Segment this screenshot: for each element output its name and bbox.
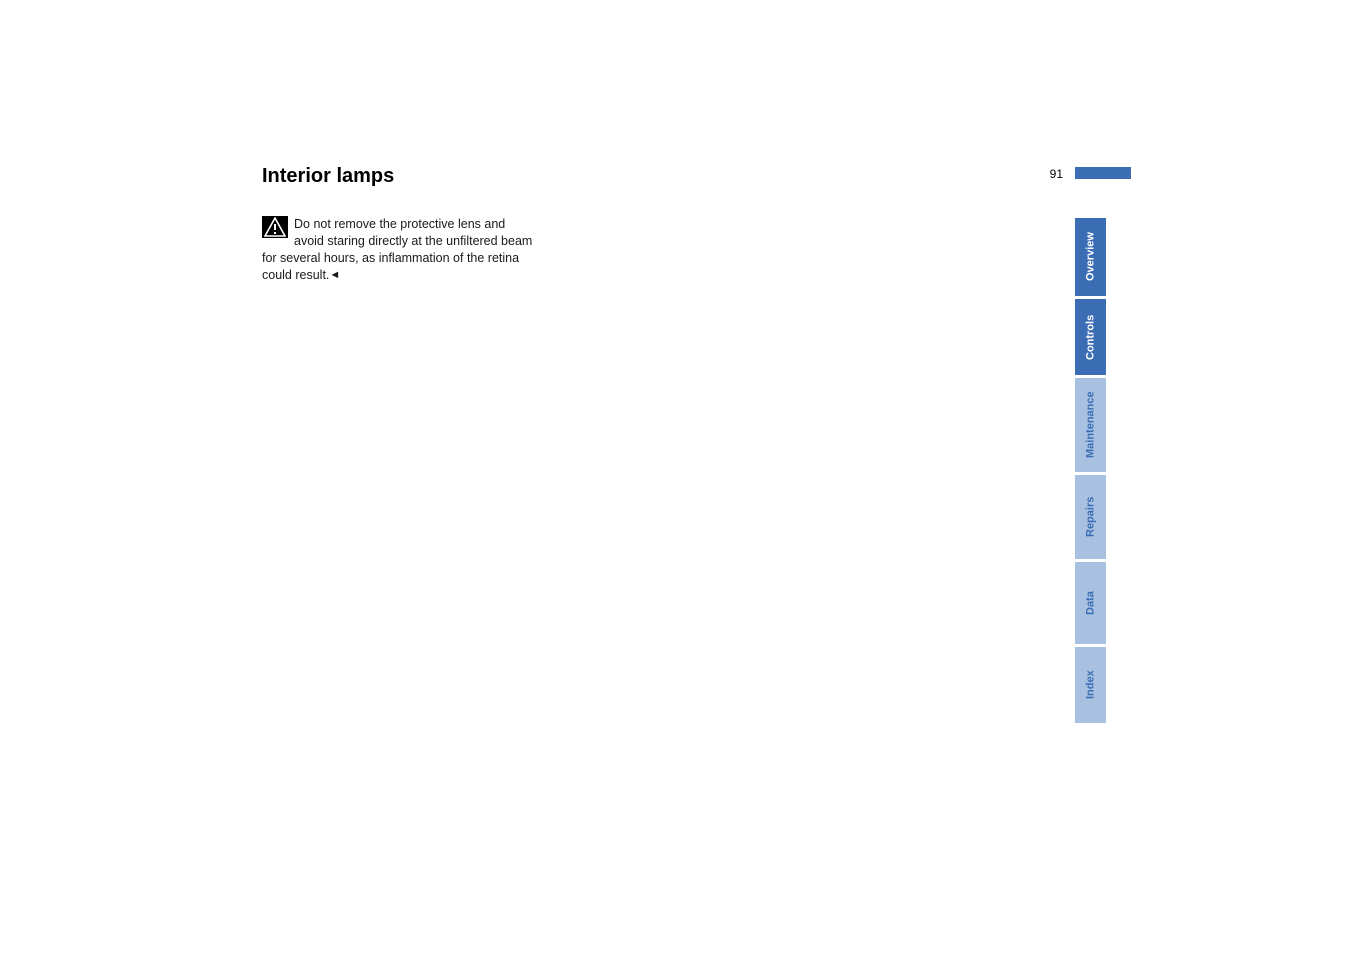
section-heading: Interior lamps	[262, 165, 802, 188]
warning-icon	[262, 216, 288, 238]
tab-repairs[interactable]: Repairs	[1075, 475, 1106, 559]
tab-label: Overview	[1085, 233, 1097, 282]
tab-controls[interactable]: Controls	[1075, 299, 1106, 375]
warning-text: Do not remove the protective lens and av…	[262, 217, 532, 282]
tab-label: Index	[1085, 671, 1097, 700]
end-marker: ◄	[329, 268, 340, 283]
tab-data[interactable]: Data	[1075, 562, 1106, 644]
tab-label: Controls	[1085, 314, 1097, 359]
page-number: 91	[1050, 167, 1063, 181]
warning-block: Do not remove the protective lens and av…	[262, 216, 538, 284]
tab-overview[interactable]: Overview	[1075, 218, 1106, 296]
tab-index[interactable]: Index	[1075, 647, 1106, 723]
tab-label: Data	[1085, 591, 1097, 615]
tab-label: Maintenance	[1085, 392, 1097, 459]
tab-label: Repairs	[1085, 497, 1097, 537]
page-content: Interior lamps Do not remove the protect…	[262, 165, 802, 284]
page-number-bar	[1075, 167, 1131, 179]
side-tabs: Overview Controls Maintenance Repairs Da…	[1075, 218, 1106, 726]
tab-maintenance[interactable]: Maintenance	[1075, 378, 1106, 472]
